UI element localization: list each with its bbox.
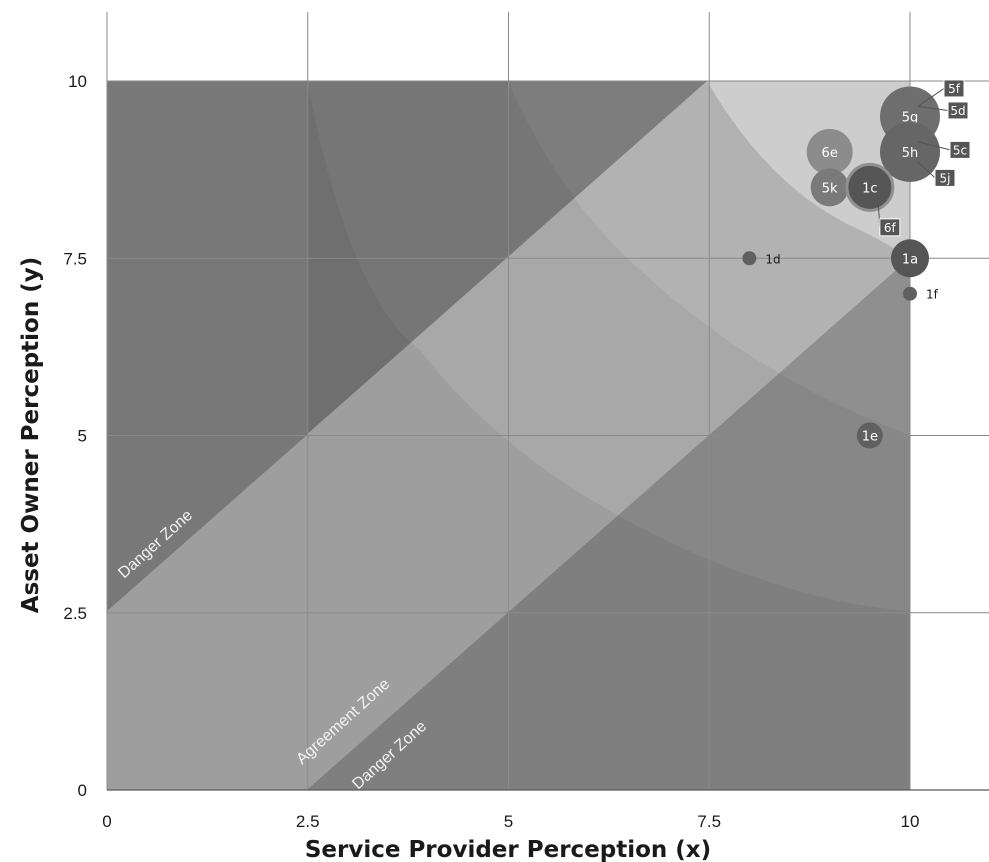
tag-leader [917,161,936,179]
point-1f: 1f [903,286,939,302]
y-axis-ticks: 0 2.5 5 7.5 10 [63,72,87,800]
x-axis-ticks: 0 2.5 5 7.5 10 [102,812,919,831]
tag-box [934,168,956,187]
x-tick-label: 10 [901,812,920,831]
tag-leader [917,141,951,151]
bubble-label: 1a [902,252,918,267]
point-1d: 1d [742,251,781,266]
x-tick-label: 2.5 [296,812,320,831]
tag-label: 5d [950,104,965,118]
tag-label: 5f [948,82,961,96]
tag-leader [917,88,945,107]
tag-label: 5j [940,171,951,185]
point-tag-5d: 5d [917,101,969,120]
bubble [903,286,917,301]
bubble [880,121,940,182]
x-tick-label: 7.5 [697,812,721,831]
point-1c: 1c [845,162,895,212]
point-tag-5c: 5c [917,140,971,159]
tag-label: 5c [953,143,967,157]
y-tick-label: 0 [78,781,87,800]
bubble [891,239,929,278]
x-tick-label: 0 [102,812,111,831]
bubble-label: 6e [822,146,838,161]
point-tag-5f: 5f [917,79,965,107]
y-axis-title: Asset Owner Perception (y) [18,257,44,613]
y-tick-label: 2.5 [63,604,87,623]
tag-box [943,79,965,98]
point-6e: 6e [806,128,853,175]
bubble [806,128,853,175]
tag-label: 6f [884,221,897,235]
point-5h: 5h [880,121,940,182]
point-5k: 5k [810,168,849,207]
bubble [856,422,883,449]
contour-inner [707,81,910,258]
tag-box [947,101,969,120]
bubble [810,168,849,207]
danger-band-lower [307,258,910,790]
danger-band-upper [107,81,307,611]
x-axis-title: Service Provider Perception (x) [305,837,711,862]
point-1a: 1a [891,239,929,278]
bubble [742,251,757,266]
y-tick-label: 7.5 [63,249,87,268]
bubble [845,162,895,212]
tag-leader [917,105,949,111]
bubble-label: 1c [862,181,877,196]
point-1e: 1e [856,422,883,449]
x-tick-label: 5 [504,812,513,831]
bubble-label: 1f [926,288,939,302]
grid-lines [106,12,989,791]
bubble-label: 5k [822,181,838,196]
y-tick-label: 5 [78,427,87,446]
bubble-label: 5g [902,110,919,125]
y-tick-label: 10 [68,72,87,91]
tag-box [949,140,971,159]
bubble-label: 5h [902,146,919,161]
tag-box [879,218,901,237]
bubble-label: 1e [862,430,878,445]
point-tag-6f: 6f [877,197,901,237]
bubble-label: 1d [765,252,780,266]
point-tag-5j: 5j [917,161,956,187]
